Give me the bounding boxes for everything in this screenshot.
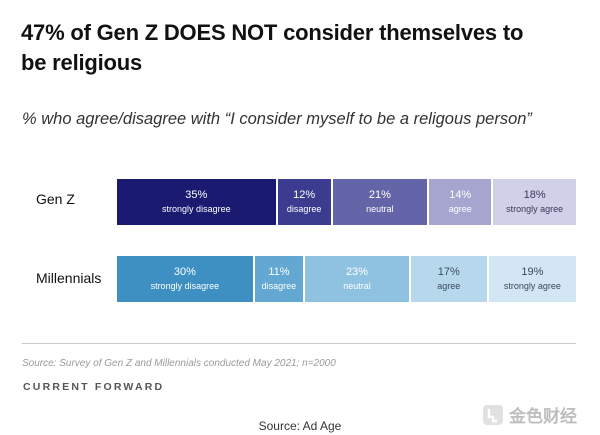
segment-category-label: strongly disagree	[162, 204, 231, 214]
bar-segment-agree: 17% agree	[410, 256, 489, 302]
bar-millennials: 30% strongly disagree 11% disagree 23% neutra…	[117, 256, 576, 302]
segment-value-label: 18%	[523, 189, 546, 201]
source-note: Source: Survey of Gen Z and Millennials …	[22, 358, 336, 369]
segment-value-label: 12%	[293, 189, 316, 201]
segment-category-label: strongly agree	[503, 281, 561, 291]
chart-subtitle: % who agree/disagree with “I consider my…	[22, 110, 532, 128]
bar-gen-z: 35% strongly disagree 12% disagree 21% neutra…	[117, 179, 576, 225]
bar-segment-strongly-agree: 19% strongly agree	[488, 256, 576, 302]
segment-category-label: neutral	[366, 204, 394, 214]
footer-divider	[22, 343, 576, 344]
bar-segment-strongly-disagree: 30% strongly disagree	[117, 256, 255, 302]
segment-category-label: neutral	[343, 281, 371, 291]
row-label-gen-z: Gen Z	[36, 191, 75, 207]
image-credit: Source: Ad Age	[258, 419, 342, 433]
bar-segment-neutral: 23% neutral	[305, 256, 411, 302]
row-label-millennials: Millennials	[36, 270, 102, 286]
segment-category-label: disagree	[261, 281, 297, 291]
segment-value-label: 21%	[368, 189, 391, 201]
segment-value-label: 17%	[437, 266, 460, 278]
segment-value-label: 19%	[521, 266, 544, 278]
segment-category-label: agree	[448, 204, 472, 214]
segment-value-label: 30%	[173, 266, 196, 278]
bar-segment-agree: 14% agree	[429, 179, 494, 225]
bar-segment-strongly-disagree: 35% strongly disagree	[117, 179, 278, 225]
bar-segment-strongly-agree: 18% strongly agree	[493, 179, 576, 225]
chart-title: 47% of Gen Z DOES NOT consider themselve…	[21, 20, 524, 75]
segment-value-label: 11%	[268, 266, 290, 278]
bar-segment-disagree: 12% disagree	[277, 179, 333, 225]
segment-category-label: disagree	[286, 204, 322, 214]
bar-segment-neutral: 21% neutral	[332, 179, 430, 225]
brand-logo: CURRENT FORWARD	[23, 381, 165, 393]
bar-segment-disagree: 11% disagree	[254, 256, 306, 302]
segment-category-label: agree	[437, 281, 461, 291]
segment-category-label: strongly disagree	[150, 281, 220, 291]
watermark-text: 金色财经	[509, 407, 577, 426]
watermark-logo-icon	[483, 404, 503, 425]
segment-value-label: 23%	[345, 266, 368, 278]
segment-value-label: 35%	[185, 189, 208, 201]
watermark: 金色财经	[482, 402, 577, 427]
segment-category-label: strongly agree	[506, 204, 564, 214]
segment-value-label: 14%	[449, 189, 472, 201]
